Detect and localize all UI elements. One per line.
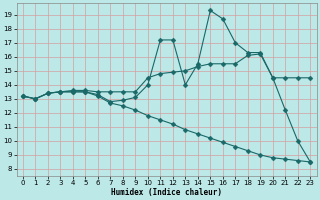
X-axis label: Humidex (Indice chaleur): Humidex (Indice chaleur)	[111, 188, 222, 197]
